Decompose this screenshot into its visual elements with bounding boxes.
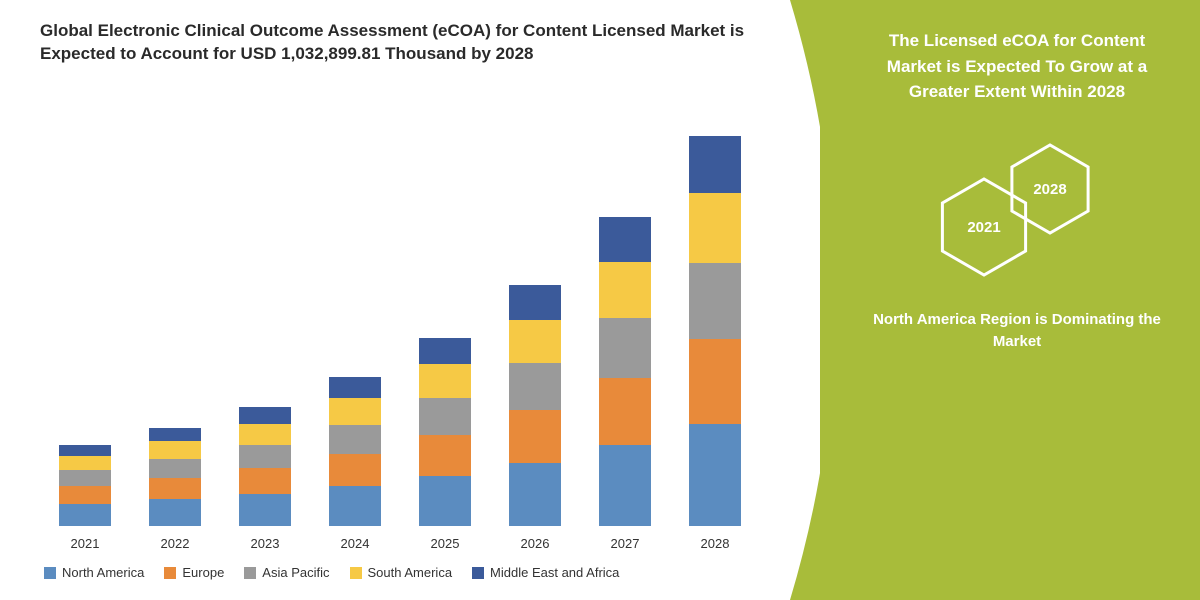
bar-segment [509, 463, 561, 527]
bar-segment [329, 377, 381, 398]
stacked-bar [239, 407, 291, 526]
bar-segment [689, 424, 741, 527]
bar-segment [149, 478, 201, 499]
legend-label: Asia Pacific [262, 565, 329, 580]
bar-segment [689, 136, 741, 193]
bar-segment [329, 425, 381, 454]
bar-segment [509, 320, 561, 363]
bar-group: 2022 [139, 428, 211, 551]
bar-group: 2028 [679, 136, 751, 551]
bar-segment [329, 486, 381, 526]
legend-swatch [244, 567, 256, 579]
bar-segment [599, 445, 651, 526]
bar-segment [599, 217, 651, 262]
bar-group: 2023 [229, 407, 301, 551]
bar-segment [599, 378, 651, 445]
bar-segment [59, 445, 111, 456]
bar-segment [419, 338, 471, 365]
bar-segment [239, 468, 291, 494]
x-axis-label: 2028 [701, 536, 730, 551]
stacked-bar [689, 136, 741, 526]
legend-label: North America [62, 565, 144, 580]
bar-segment [59, 470, 111, 486]
x-axis-label: 2027 [611, 536, 640, 551]
bar-segment [509, 363, 561, 410]
hexagon-label: 2028 [1033, 181, 1066, 198]
right-panel: The Licensed eCOA for Content Market is … [820, 0, 1200, 600]
bar-segment [239, 445, 291, 468]
bar-segment [419, 364, 471, 397]
hexagon-graphic: 2021 2028 [922, 131, 1112, 291]
bar-segment [149, 428, 201, 441]
bar-segment [59, 456, 111, 470]
bar-segment [689, 339, 741, 424]
bar-group: 2026 [499, 285, 571, 551]
left-panel: Global Electronic Clinical Outcome Asses… [0, 0, 790, 600]
bar-group: 2024 [319, 377, 391, 551]
legend-item: Europe [164, 565, 224, 580]
legend-swatch [44, 567, 56, 579]
stacked-bar [509, 285, 561, 526]
legend-item: South America [350, 565, 453, 580]
bar-segment [509, 285, 561, 320]
legend-label: Middle East and Africa [490, 565, 619, 580]
x-axis-label: 2024 [341, 536, 370, 551]
right-panel-title: The Licensed eCOA for Content Market is … [860, 28, 1174, 105]
legend-label: South America [368, 565, 453, 580]
legend-swatch [350, 567, 362, 579]
chart-title: Global Electronic Clinical Outcome Asses… [40, 20, 760, 66]
bar-group: 2021 [49, 445, 121, 551]
bar-segment [149, 441, 201, 459]
bar-group: 2025 [409, 338, 481, 551]
x-axis-label: 2021 [71, 536, 100, 551]
bar-segment [419, 435, 471, 476]
stacked-bar-chart: 2021 2022 2023 2024 2025 2026 2027 2028 [40, 84, 760, 551]
hexagon-label: 2021 [967, 219, 1000, 236]
bar-segment [149, 499, 201, 526]
bar-segment [329, 398, 381, 425]
bar-segment [59, 504, 111, 526]
legend-item: North America [44, 565, 144, 580]
bar-segment [689, 193, 741, 263]
bar-segment [599, 262, 651, 318]
stacked-bar [419, 338, 471, 526]
bar-segment [239, 407, 291, 424]
bar-segment [509, 410, 561, 462]
bar-segment [599, 318, 651, 378]
legend: North America Europe Asia Pacific South Ame… [40, 565, 760, 580]
legend-swatch [472, 567, 484, 579]
bar-segment [419, 476, 471, 526]
bar-segment [419, 398, 471, 435]
x-axis-label: 2025 [431, 536, 460, 551]
legend-item: Middle East and Africa [472, 565, 619, 580]
right-panel-subtitle: North America Region is Dominating the M… [860, 309, 1174, 354]
legend-swatch [164, 567, 176, 579]
bar-segment [59, 486, 111, 504]
bar-segment [149, 459, 201, 478]
x-axis-label: 2023 [251, 536, 280, 551]
x-axis-label: 2022 [161, 536, 190, 551]
legend-label: Europe [182, 565, 224, 580]
bar-segment [689, 263, 741, 339]
bar-group: 2027 [589, 217, 661, 551]
stacked-bar [59, 445, 111, 526]
stacked-bar [599, 217, 651, 526]
stacked-bar [149, 428, 201, 526]
x-axis-label: 2026 [521, 536, 550, 551]
legend-item: Asia Pacific [244, 565, 329, 580]
bar-segment [239, 494, 291, 526]
stacked-bar [329, 377, 381, 526]
bar-segment [329, 454, 381, 486]
bar-segment [239, 424, 291, 445]
